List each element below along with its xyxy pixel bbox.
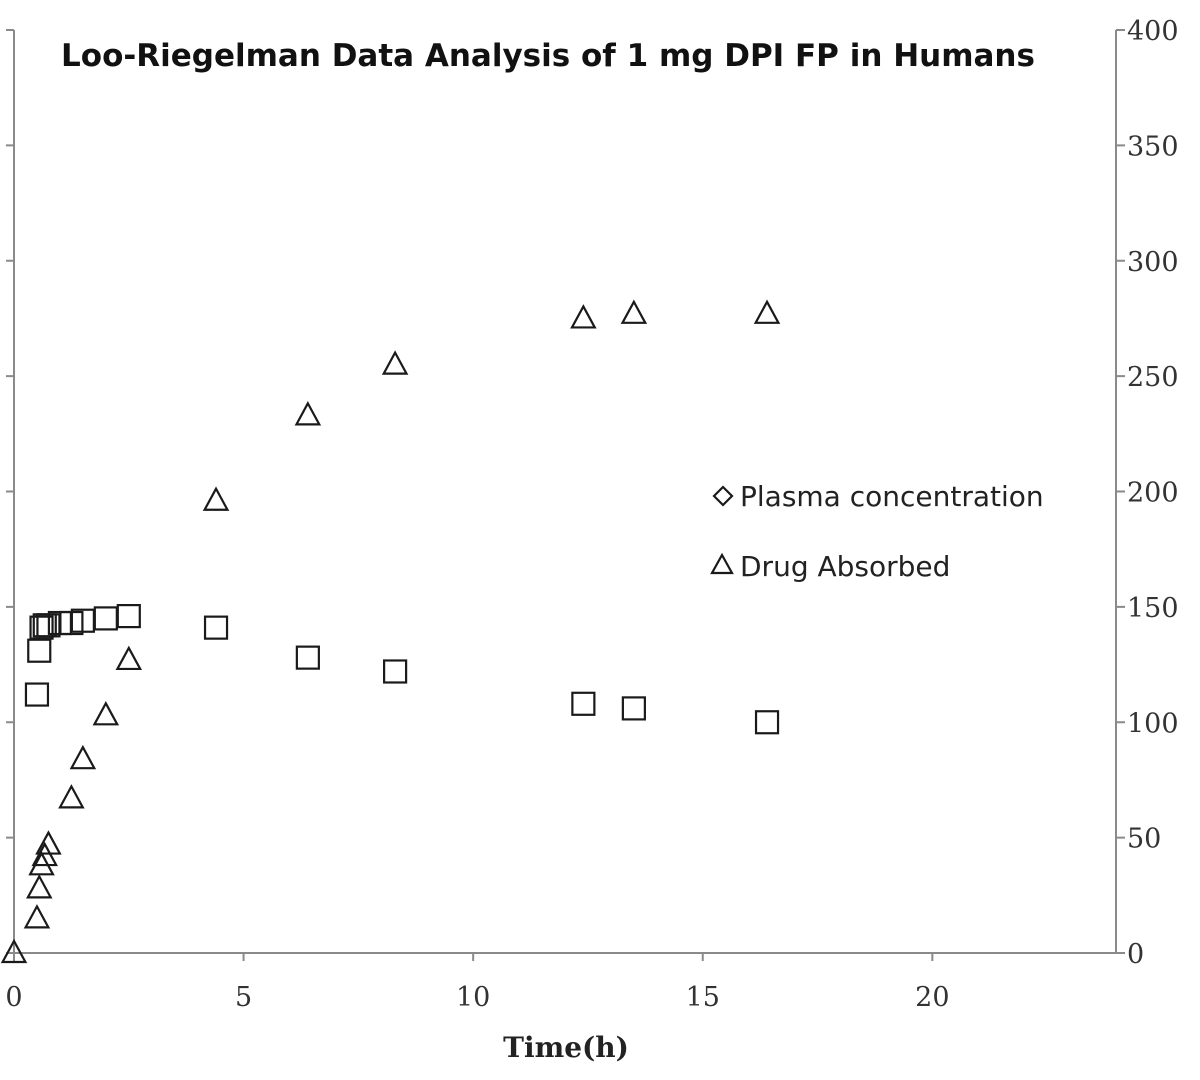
drug-absorbed-point xyxy=(294,401,322,426)
drug-absorbed-point xyxy=(202,486,230,511)
left-axis-ticks xyxy=(6,29,14,954)
drug-absorbed-point xyxy=(35,830,62,855)
drug-absorbed-point xyxy=(753,299,781,324)
drug-absorbed-point xyxy=(28,851,55,876)
right-y-tick-label: 0 xyxy=(1127,939,1144,970)
x-tick-label: 5 xyxy=(235,982,252,1013)
drug-absorbed-point xyxy=(620,299,648,324)
legend-marker-drug-absorbed xyxy=(710,552,734,575)
legend-label-plasma-concentration: Plasma concentration xyxy=(740,480,1044,513)
legend-label-drug-absorbed: Drug Absorbed xyxy=(740,550,950,583)
legend-marker-plasma-concentration xyxy=(712,485,734,507)
drug-absorbed-point xyxy=(69,744,97,770)
plasma-concentration-point xyxy=(93,606,118,631)
plasma-concentration-point xyxy=(116,604,141,629)
plasma-concentration-point xyxy=(754,710,780,735)
drug-absorbed-point xyxy=(115,645,143,671)
x-axis-title: Time(h) xyxy=(503,1031,629,1064)
right-y-tick-label: 150 xyxy=(1127,593,1179,624)
right-y-tick-label: 400 xyxy=(1127,16,1179,47)
x-tick-label: 15 xyxy=(686,982,720,1013)
plasma-concentration-point xyxy=(27,638,52,663)
right-y-tick-label: 200 xyxy=(1127,478,1179,509)
x-axis: 0 5 10 15 20 xyxy=(5,953,950,1013)
chart-title: Loo-Riegelman Data Analysis of 1 mg DPI … xyxy=(61,38,1035,74)
right-y-tick-label: 50 xyxy=(1127,824,1161,855)
x-tick-label: 10 xyxy=(456,982,490,1013)
right-y-tick-label: 100 xyxy=(1127,708,1179,739)
drug-absorbed-point xyxy=(92,701,120,726)
legend: Plasma concentration Drug Absorbed xyxy=(710,480,1044,583)
plasma-concentration-point xyxy=(383,659,408,684)
plasma-concentration-point xyxy=(571,691,596,716)
plot-area xyxy=(0,299,781,964)
series-drug-absorbed xyxy=(0,299,781,964)
plasma-concentration-point xyxy=(621,696,646,721)
right-y-axis: 0 50 100 150 200 250 300 350 400 xyxy=(1116,16,1179,970)
plasma-concentration-point xyxy=(203,615,229,640)
drug-absorbed-point xyxy=(0,938,28,964)
plasma-concentration-point xyxy=(24,682,50,707)
plasma-concentration-point xyxy=(29,615,54,640)
x-tick-label: 0 xyxy=(5,982,22,1013)
drug-absorbed-point xyxy=(23,904,51,929)
drug-absorbed-point xyxy=(26,874,53,899)
drug-absorbed-point xyxy=(570,304,597,329)
drug-absorbed-point xyxy=(381,350,409,375)
right-y-tick-label: 350 xyxy=(1127,131,1179,162)
plasma-concentration-point xyxy=(295,645,320,670)
x-tick-label: 20 xyxy=(915,982,949,1013)
series-plasma-concentration xyxy=(24,604,780,735)
drug-absorbed-point xyxy=(58,784,85,809)
right-y-tick-label: 300 xyxy=(1127,247,1179,278)
right-y-tick-label: 250 xyxy=(1127,362,1179,393)
